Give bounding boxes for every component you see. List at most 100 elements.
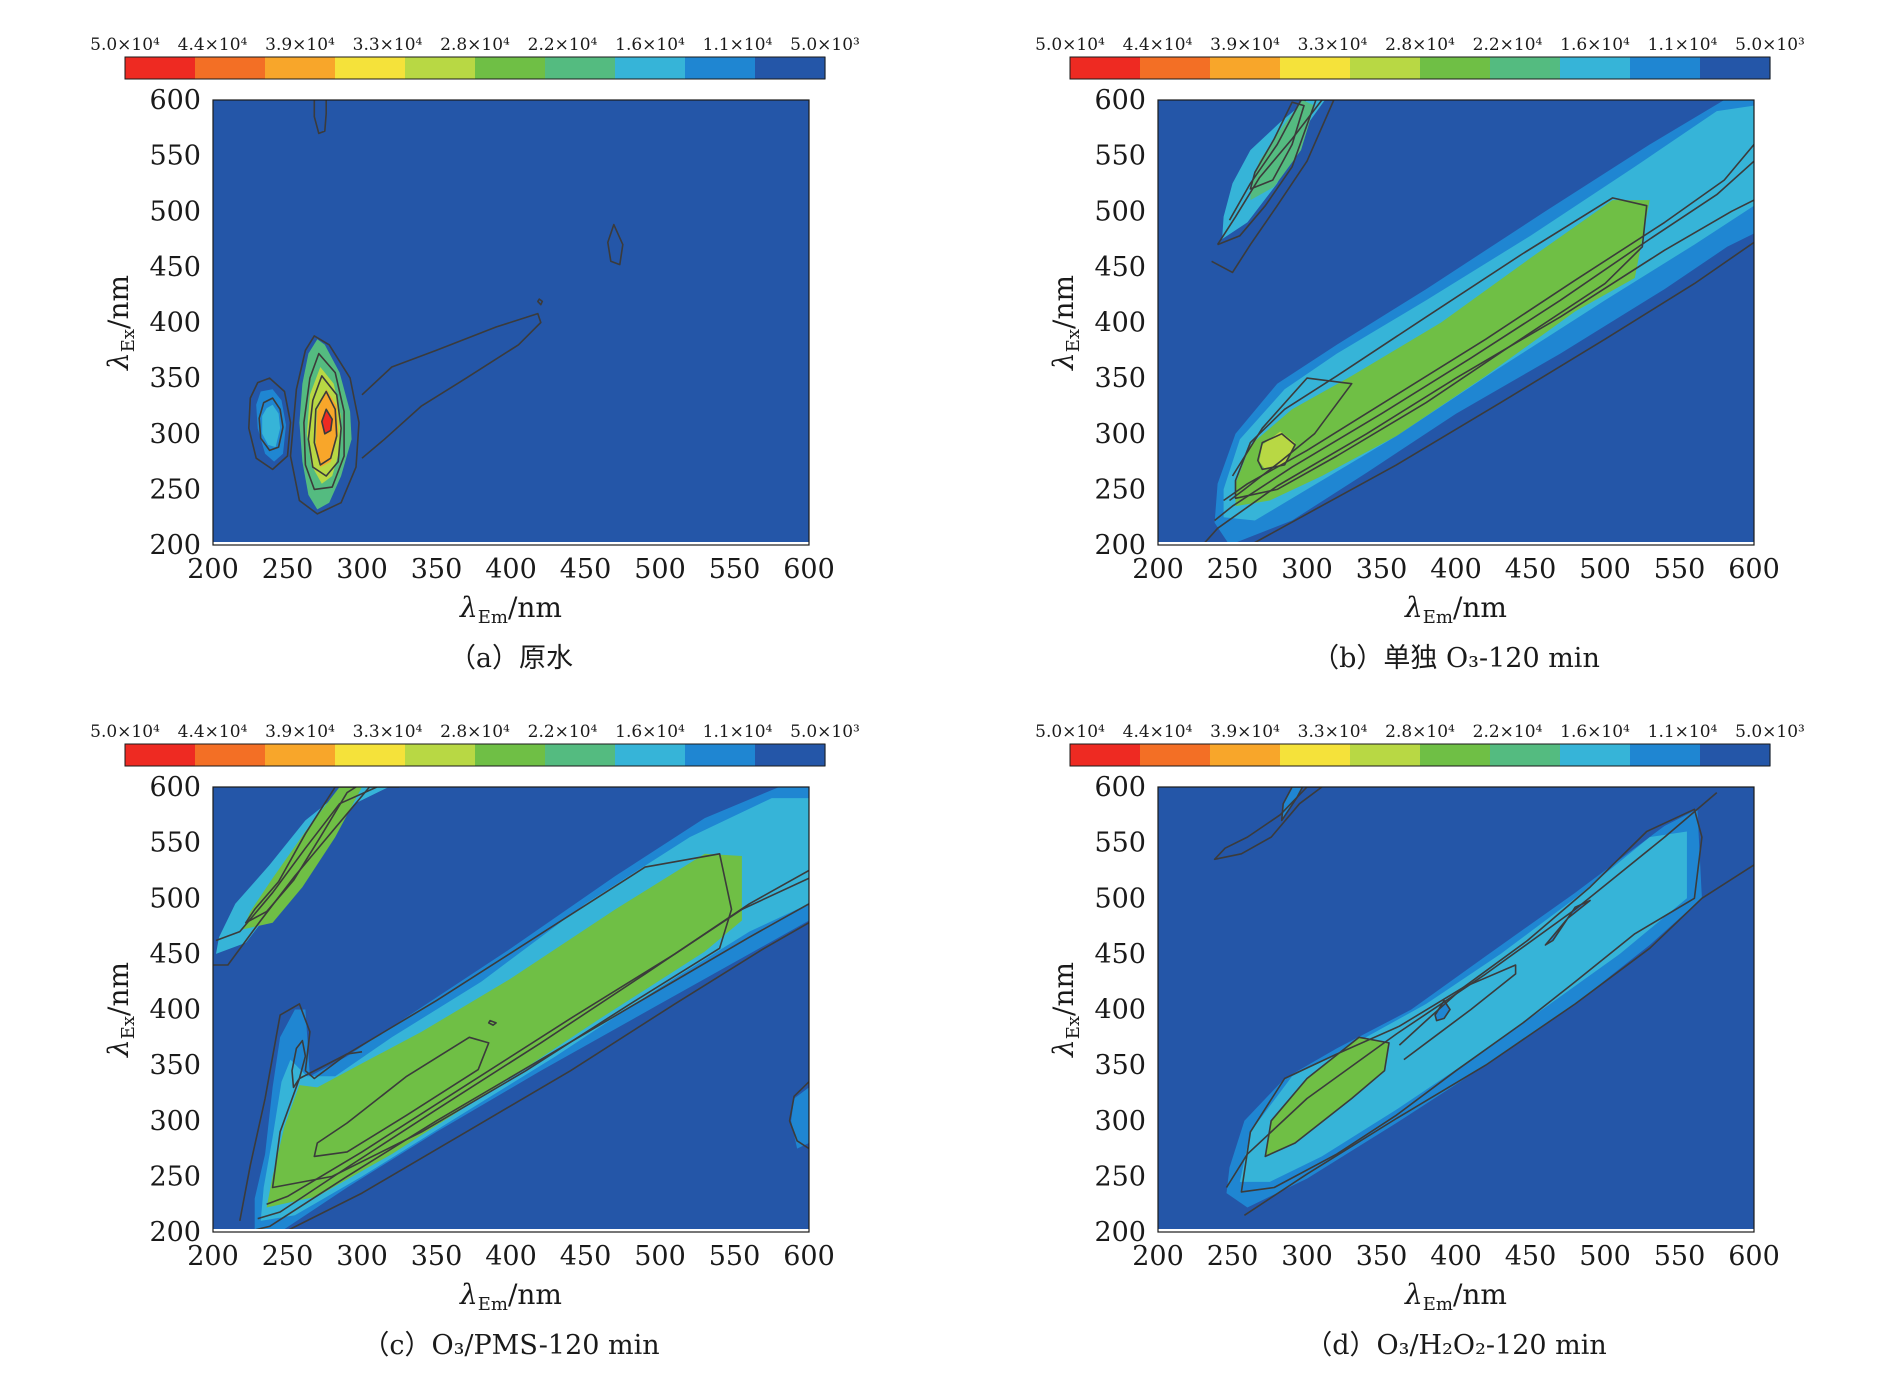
y-tick-label: 300 — [1094, 419, 1146, 450]
x-tick-label: 500 — [634, 554, 686, 585]
colorbar-tick-label: 4.4×10⁴ — [178, 722, 248, 742]
contour-line — [1217, 100, 1317, 246]
colorbar-tick-label: 2.8×10⁴ — [1385, 35, 1455, 55]
contour-line — [1264, 1036, 1390, 1158]
y-tick-label: 350 — [149, 363, 201, 394]
x-tick-label: 250 — [1207, 554, 1259, 585]
colorbar-tick-label: 3.9×10⁴ — [1210, 35, 1280, 55]
x-tick-label: 600 — [783, 554, 835, 585]
colorbar-tick-label: 2.2×10⁴ — [528, 722, 598, 742]
panel-caption: （b）单独 O₃-120 min — [1312, 643, 1600, 674]
colorbar-tick-label: 5.0×10⁴ — [1035, 722, 1105, 742]
x-tick-label: 300 — [336, 1241, 388, 1272]
colorbar-segment — [1350, 744, 1421, 766]
y-tick-label: 550 — [149, 828, 201, 859]
panel-caption: （c）O₃/PMS-120 min — [362, 1330, 659, 1361]
contour-line — [245, 903, 809, 1232]
x-tick-label: 250 — [262, 1241, 314, 1272]
colorbar-segment — [195, 744, 266, 766]
plot-bottom-strip — [213, 542, 809, 545]
colorbar-tick-label: 2.2×10⁴ — [1473, 35, 1543, 55]
y-tick-label: 250 — [1094, 474, 1146, 505]
x-axis-label: λEm/nm — [1404, 1278, 1507, 1315]
colorbar-segment — [1560, 744, 1631, 766]
contour-line — [213, 787, 400, 966]
contour-line — [537, 298, 544, 306]
plot-bottom-strip — [213, 1229, 809, 1232]
colorbar-tick-label: 2.2×10⁴ — [528, 35, 598, 55]
intensity-region — [1435, 1000, 1450, 1021]
colorbar-segment — [1070, 57, 1141, 79]
colorbar-tick-label: 1.6×10⁴ — [1560, 722, 1630, 742]
colorbar-segment — [195, 57, 266, 79]
y-tick-label: 550 — [149, 141, 201, 172]
intensity-region — [266, 853, 742, 1208]
x-tick-label: 200 — [1132, 554, 1184, 585]
y-tick-label: 200 — [149, 1217, 201, 1248]
plot-content — [213, 787, 809, 1232]
x-tick-label: 400 — [485, 1241, 537, 1272]
colorbar-tick-label: 1.6×10⁴ — [615, 722, 685, 742]
contour-line — [1243, 864, 1754, 1216]
x-tick-label: 300 — [1281, 554, 1333, 585]
contour-line — [361, 312, 542, 459]
x-tick-label: 350 — [411, 554, 463, 585]
y-tick-label: 600 — [1094, 772, 1146, 803]
y-tick-label: 450 — [149, 252, 201, 283]
colorbar-frame — [1069, 56, 1771, 80]
y-tick-label: 300 — [1094, 1106, 1146, 1137]
contour-line — [1213, 787, 1323, 861]
intensity-region — [262, 404, 281, 448]
panel-caption: （a）原水 — [449, 643, 573, 674]
colorbar-tick-label: 2.8×10⁴ — [1385, 722, 1455, 742]
x-axis-label: λEm/nm — [1404, 591, 1507, 628]
contour-line — [1257, 433, 1296, 471]
colorbar-segment — [1490, 744, 1561, 766]
y-tick-label: 450 — [1094, 252, 1146, 283]
colorbar-tick-label: 3.9×10⁴ — [1210, 722, 1280, 742]
contour-line — [1223, 143, 1754, 502]
plot-bottom-strip — [1158, 542, 1754, 545]
colorbar-tick-label: 4.4×10⁴ — [1123, 35, 1193, 55]
colorbar-tick-label: 3.3×10⁴ — [353, 722, 423, 742]
contour-line — [1211, 100, 1335, 274]
colorbar-segment — [1420, 744, 1491, 766]
x-tick-label: 400 — [485, 554, 537, 585]
colorbar-segment — [1490, 57, 1561, 79]
contour-line — [607, 223, 624, 266]
colorbar-segment — [1630, 744, 1701, 766]
colorbar-segment — [1420, 57, 1491, 79]
colorbar-tick-label: 5.0×10⁴ — [90, 35, 160, 55]
x-tick-label: 550 — [709, 554, 761, 585]
colorbar-segment — [1700, 57, 1771, 79]
x-tick-label: 250 — [262, 554, 314, 585]
colorbar-tick-label: 5.0×10³ — [790, 35, 860, 55]
colorbar-tick-label: 1.1×10⁴ — [703, 722, 773, 742]
panel-caption: （d）O₃/H₂O₂-120 min — [1305, 1330, 1607, 1361]
contour-line — [289, 335, 360, 515]
y-tick-label: 450 — [149, 939, 201, 970]
contour-line — [248, 377, 292, 471]
plot-bottom-strip — [1158, 1229, 1754, 1232]
y-tick-label: 550 — [1094, 141, 1146, 172]
plot-content — [1213, 787, 1754, 1216]
colorbar-tick-label: 3.9×10⁴ — [265, 35, 335, 55]
contour-line — [271, 853, 733, 1189]
contour-line — [1280, 787, 1304, 822]
eem-panel-b: 5.0×10⁴ 4.4×10⁴ 3.9×10⁴ 3.3×10⁴ 2.8×10⁴ 2.2×1… — [945, 0, 1890, 687]
contour-line — [239, 1003, 363, 1222]
colorbar-segment — [475, 57, 546, 79]
colorbar-segment — [685, 744, 756, 766]
y-tick-label: 400 — [149, 308, 201, 339]
colorbar-segment — [615, 744, 686, 766]
y-tick-label: 600 — [1094, 85, 1146, 116]
colorbar-segment — [545, 744, 616, 766]
y-tick-label: 400 — [149, 995, 201, 1026]
x-tick-label: 500 — [1579, 1241, 1631, 1272]
colorbar-segment — [755, 57, 826, 79]
x-tick-label: 450 — [560, 554, 612, 585]
x-tick-label: 400 — [1430, 554, 1482, 585]
colorbar-tick-label: 5.0×10³ — [1735, 35, 1805, 55]
x-tick-label: 550 — [1654, 554, 1706, 585]
